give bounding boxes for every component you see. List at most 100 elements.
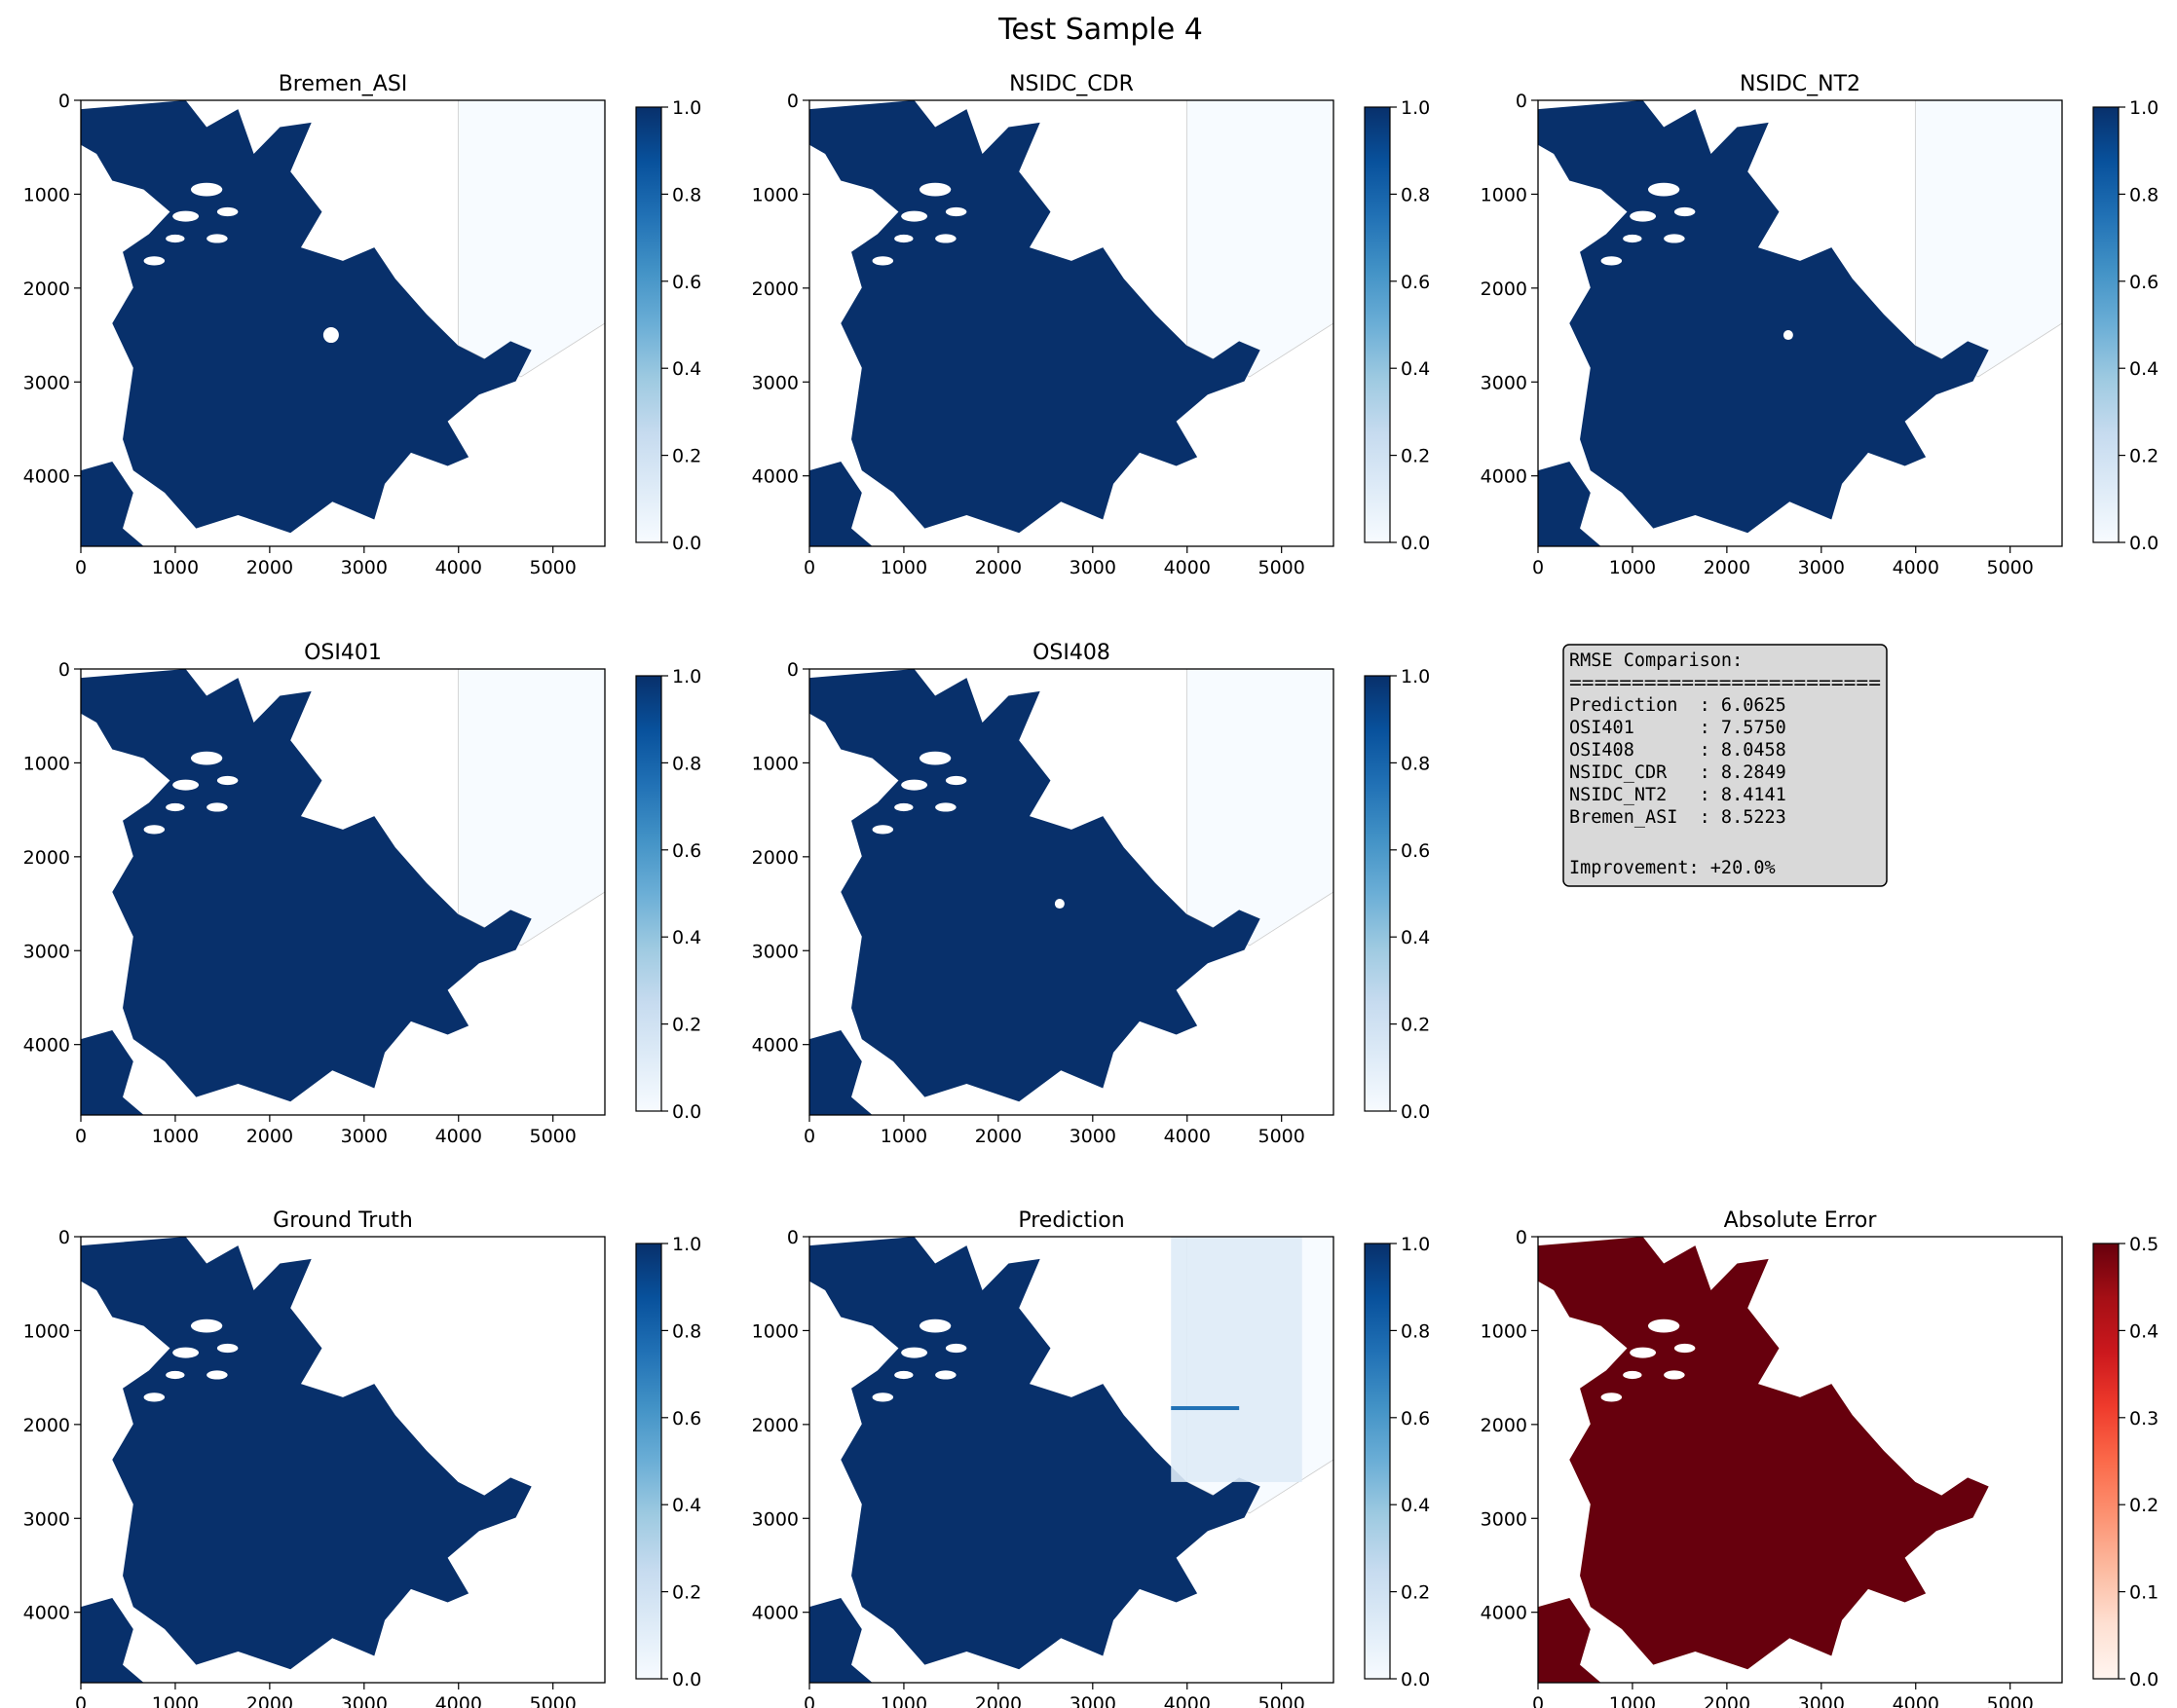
colorbar-tick-label: 0.6	[1401, 1408, 1430, 1430]
x-tick-label: 3000	[341, 1693, 388, 1708]
colorbar-tick-label: 0.6	[672, 272, 701, 293]
colorbar	[1364, 106, 1391, 543]
y-tick-label: 2000	[752, 1415, 799, 1436]
x-tick-label: 0	[1532, 1693, 1544, 1708]
x-tick-label: 0	[804, 1126, 815, 1147]
colorbar-tick-label: 0.6	[672, 840, 701, 862]
colorbar-tick-label: 1.0	[1401, 1234, 1430, 1255]
x-tick-label: 3000	[1798, 557, 1845, 578]
rmse-line-osi401: OSI401 : 7.5750	[1569, 718, 1786, 738]
sea-ice-region	[81, 669, 532, 1102]
y-tick-label: 4000	[752, 1603, 799, 1624]
x-tick-label: 3000	[1070, 1693, 1116, 1708]
colorbar	[635, 106, 662, 543]
rmse-line-divider: =========================	[1569, 673, 1881, 693]
colorbar-tick-label: 0.0	[672, 1101, 701, 1123]
colorbar-tick-label: 0.0	[1401, 533, 1430, 554]
sea-ice-region	[1538, 100, 1989, 534]
x-tick-label: 0	[75, 557, 87, 578]
y-tick-label: 4000	[23, 1035, 70, 1057]
colorbar-tick-label: 0.0	[1401, 1101, 1430, 1123]
y-tick-label: 2000	[752, 278, 799, 300]
colorbar	[635, 675, 662, 1112]
y-tick-label: 0	[58, 1227, 70, 1248]
rmse-line-nsidc-cdr: NSIDC_CDR : 8.2849	[1569, 762, 1786, 783]
x-tick-label: 4000	[1164, 1126, 1211, 1147]
y-tick-label: 4000	[752, 466, 799, 488]
y-tick-label: 1000	[752, 753, 799, 774]
colorbar-tick-label: 0.2	[672, 1582, 701, 1604]
sea-ice-region	[81, 1237, 532, 1670]
sea-ice-region	[809, 100, 1260, 534]
colorbar-tick-label: 0.2	[2129, 1495, 2158, 1516]
axes-frame	[808, 1236, 1334, 1684]
y-tick-label: 3000	[752, 1508, 799, 1530]
y-tick-label: 0	[1516, 91, 1527, 112]
panel-ground-truth: Ground Truth 0 1000 2000 3000 4000 5000 0 1000 20…	[23, 1208, 702, 1708]
y-tick-label: 2000	[1481, 278, 1527, 300]
rmse-line-prediction: Prediction : 6.0625	[1569, 695, 1786, 716]
colorbar-tick-label: 1.0	[1401, 666, 1430, 687]
y-tick-label: 1000	[1481, 1320, 1527, 1342]
y-tick-label: 0	[1516, 1227, 1527, 1248]
y-tick-label: 2000	[23, 1415, 70, 1436]
colorbar-tick-label: 0.6	[1401, 272, 1430, 293]
y-tick-label: 1000	[23, 753, 70, 774]
panel-nsidc-nt2: NSIDC_NT2 0 1000 2000 3000 4000 5000 0 1000 2000 3…	[1481, 72, 2159, 578]
panel-title-absolute-error: Absolute Error	[1724, 1208, 1878, 1233]
colorbar-tick-label: 0.8	[2129, 184, 2158, 205]
map-image	[1538, 1237, 2062, 1683]
y-tick-label: 1000	[23, 184, 70, 205]
x-tick-label: 0	[1532, 557, 1544, 578]
map-image	[1538, 100, 2062, 546]
colorbar-tick-label: 0.8	[1401, 1320, 1430, 1342]
axes-frame	[808, 99, 1334, 547]
x-tick-label: 2000	[246, 1126, 293, 1147]
x-tick-label: 5000	[1987, 557, 2034, 578]
y-tick-label: 2000	[752, 847, 799, 869]
colorbar-tick-label: 0.0	[2129, 533, 2158, 554]
x-tick-label: 5000	[530, 1693, 577, 1708]
x-tick-label: 5000	[1258, 1693, 1305, 1708]
panel-title-bremen-asi: Bremen_ASI	[279, 72, 408, 96]
axes-frame	[80, 1236, 606, 1684]
y-tick-label: 1000	[23, 1320, 70, 1342]
x-tick-label: 0	[75, 1693, 87, 1708]
colorbar-tick-label: 0.2	[672, 446, 701, 467]
colorbar-tick-label: 0.2	[1401, 446, 1430, 467]
colorbar-tick-label: 0.8	[672, 184, 701, 205]
y-tick-label: 3000	[752, 372, 799, 393]
x-tick-label: 0	[804, 557, 815, 578]
y-tick-label: 0	[787, 91, 799, 112]
x-tick-label: 4000	[1164, 557, 1211, 578]
colorbar-tick-label: 0.4	[2129, 358, 2158, 380]
axes-frame	[80, 668, 606, 1116]
map-image	[81, 100, 605, 546]
map-image	[81, 1237, 605, 1683]
colorbar-tick-label: 0.2	[1401, 1015, 1430, 1036]
y-tick-label: 3000	[23, 372, 70, 393]
colorbar-tick-label: 0.0	[672, 533, 701, 554]
x-tick-label: 2000	[1704, 1693, 1750, 1708]
colorbar-tick-label: 0.8	[672, 1320, 701, 1342]
axes-frame	[80, 99, 606, 547]
sea-ice-region	[81, 100, 532, 534]
x-tick-label: 4000	[1893, 557, 1939, 578]
colorbar-tick-label: 1.0	[2129, 97, 2158, 119]
y-tick-label: 4000	[1481, 1603, 1527, 1624]
colorbar-tick-label: 0.0	[2129, 1669, 2158, 1690]
colorbar-tick-label: 0.0	[1401, 1669, 1430, 1690]
y-tick-label: 3000	[752, 941, 799, 962]
x-tick-label: 1000	[152, 557, 199, 578]
colorbar	[2092, 1243, 2120, 1680]
pole-hole	[1054, 899, 1065, 910]
rmse-line-improvement: Improvement: +20.0%	[1569, 858, 1776, 878]
rmse-line-osi408: OSI408 : 8.0458	[1569, 740, 1786, 761]
rmse-info-box: RMSE Comparison: =======================…	[1562, 644, 1888, 887]
x-tick-label: 1000	[152, 1126, 199, 1147]
rmse-line-nsidc-nt2: NSIDC_NT2 : 8.4141	[1569, 785, 1786, 805]
x-tick-label: 4000	[435, 557, 482, 578]
figure-suptitle: Test Sample 4	[997, 13, 1203, 47]
colorbar-tick-label: 0.6	[1401, 840, 1430, 862]
